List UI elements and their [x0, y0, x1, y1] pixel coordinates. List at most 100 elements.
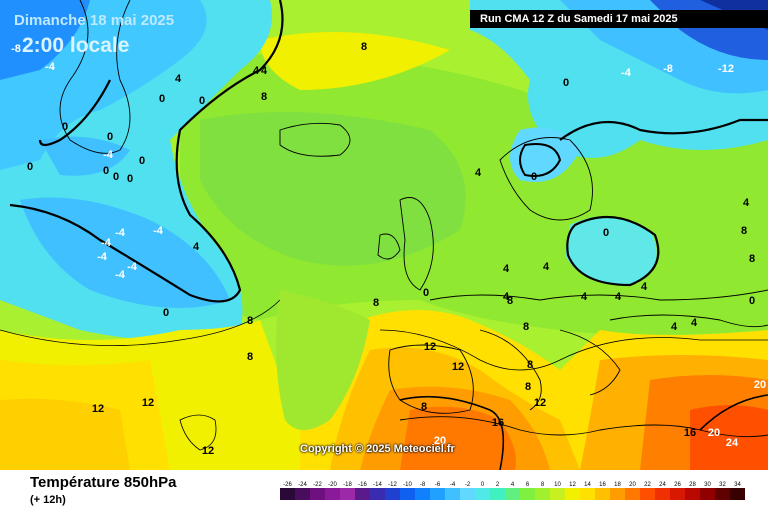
scale-swatch: [670, 488, 685, 500]
isotherm-label: -4: [97, 251, 108, 263]
scale-swatch: [565, 488, 580, 500]
isotherm-label: -8: [11, 43, 21, 55]
isotherm-label: 0: [563, 77, 569, 89]
isotherm-label: 4: [581, 291, 588, 303]
isotherm-label: 0: [62, 121, 68, 133]
scale-swatch: [535, 488, 550, 500]
scale-swatch: [340, 488, 355, 500]
scale-swatch: [520, 488, 535, 500]
isotherm-label: 8: [741, 225, 747, 237]
scale-swatch: [400, 488, 415, 500]
forecast-offset: (+ 12h): [30, 494, 66, 506]
isotherm-label: 20: [754, 379, 766, 391]
scale-tick: 30: [704, 482, 711, 488]
isotherm-label: -4: [115, 227, 126, 239]
isotherm-label: 4: [671, 321, 678, 333]
scale-tick: 6: [526, 482, 530, 488]
color-scale: -26 -24 -22 -20 -18 -16 -14 -12 -10 -8 -6 -4 -2 0 2 4 6 8…: [280, 482, 745, 500]
scale-tick: -4: [450, 482, 456, 488]
scale-swatch: [595, 488, 610, 500]
scale-swatch: [505, 488, 520, 500]
scale-tick: 18: [614, 482, 621, 488]
isotherm-label: 16: [684, 427, 696, 439]
isotherm-label: 4: [503, 291, 510, 303]
scale-tick: 4: [511, 482, 515, 488]
scale-swatch: [295, 488, 310, 500]
isotherm-label: -4: [127, 261, 138, 273]
scale-swatch: [415, 488, 430, 500]
scale-tick: -12: [388, 482, 397, 488]
isotherm-label: 0: [27, 161, 33, 173]
isotherm-label: 0: [127, 173, 133, 185]
isotherm-label: 8: [527, 359, 533, 371]
isotherm-label: 8: [525, 381, 531, 393]
isotherm-label: 0: [163, 307, 169, 319]
copyright: Copyright © 2025 Meteociel.fr: [300, 443, 455, 455]
scale-swatch: [655, 488, 670, 500]
valid-time: 2:00 locale: [22, 34, 130, 57]
isotherm-label: 0: [199, 95, 205, 107]
isotherm-label: 0: [103, 165, 109, 177]
scale-tick: -24: [298, 482, 307, 488]
scale-tick: -16: [358, 482, 367, 488]
scale-swatch: [475, 488, 490, 500]
isotherm-label: 4: [193, 241, 200, 253]
isotherm-label: -12: [718, 63, 734, 75]
run-info: Run CMA 12 Z du Samedi 17 mai 2025: [470, 10, 768, 28]
scale-tick: -2: [465, 482, 471, 488]
isotherm-label: 4: [615, 291, 622, 303]
isotherm-label: 20: [708, 427, 720, 439]
isotherm-label: 0: [139, 155, 145, 167]
scale-swatch: [700, 488, 715, 500]
isotherm-label: 16: [492, 417, 504, 429]
isotherm-label: 12: [534, 397, 546, 409]
isotherm-label: -4: [103, 149, 114, 161]
scale-tick: 16: [599, 482, 606, 488]
isotherm-label: 0: [423, 287, 429, 299]
isotherm-label: 8: [373, 297, 379, 309]
isotherm-label: 0: [107, 131, 113, 143]
isotherm-label: -4: [621, 67, 632, 79]
isotherm-label: 8: [361, 41, 367, 53]
scale-swatch: [385, 488, 400, 500]
map-title: Température 850hPa: [30, 474, 177, 491]
isotherm-label: 4: [641, 281, 648, 293]
isotherm-label: 8: [749, 253, 755, 265]
isotherm-label: 8: [247, 351, 253, 363]
isotherm-label: -4: [45, 61, 56, 73]
scale-swatch: [325, 488, 340, 500]
scale-swatch: [430, 488, 445, 500]
scale-tick: 34: [734, 482, 741, 488]
scale-swatch: [445, 488, 460, 500]
scale-swatch: [640, 488, 655, 500]
scale-swatch: [490, 488, 505, 500]
scale-tick: 32: [719, 482, 726, 488]
scale-tick: 8: [541, 482, 545, 488]
scale-tick: 10: [554, 482, 561, 488]
isotherm-label: 12: [92, 403, 104, 415]
isotherm-label: 0: [159, 93, 165, 105]
isotherm-label: 12: [452, 361, 464, 373]
valid-date: Dimanche 18 mai 2025: [14, 12, 175, 29]
isotherm-label: 4: [743, 197, 750, 209]
isotherm-label: 12: [202, 445, 214, 457]
scale-tick: -18: [343, 482, 352, 488]
scale-tick: -26: [283, 482, 292, 488]
scale-swatch: [460, 488, 475, 500]
scale-swatch: [730, 488, 745, 500]
isotherm-label: 4: [475, 167, 482, 179]
isotherm-label: 8: [507, 295, 513, 307]
scale-tick: 22: [644, 482, 651, 488]
isotherm-label: 8: [261, 91, 267, 103]
isotherm-label: 0: [603, 227, 609, 239]
scale-tick: 24: [659, 482, 666, 488]
scale-swatch: [580, 488, 595, 500]
isotherm-label: 0: [749, 295, 755, 307]
scale-swatch: [715, 488, 730, 500]
footer: Température 850hPa (+ 12h) -26 -24 -22 -20-…: [0, 470, 768, 512]
isotherm-label: -8: [663, 63, 673, 75]
scale-tick: -6: [435, 482, 441, 488]
isotherm-label: 8: [523, 321, 529, 333]
isotherm-label: 8: [421, 401, 427, 413]
scale-tick: -20: [328, 482, 337, 488]
